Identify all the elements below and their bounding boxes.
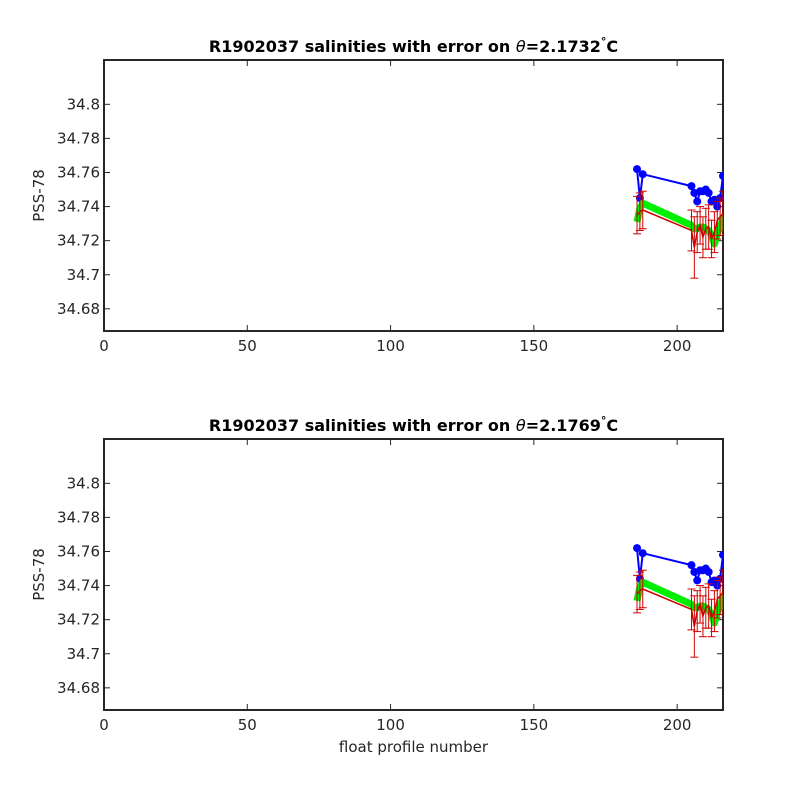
title-theta: θ <box>516 416 526 435</box>
blue-data-point <box>719 171 723 180</box>
green-series-line <box>633 199 723 248</box>
axes-box <box>103 59 724 332</box>
blue-data-point <box>633 544 642 553</box>
title-degree: ° <box>601 35 607 48</box>
title-value: =2.1769 <box>526 416 601 435</box>
x-axis-label: float profile number <box>339 738 489 756</box>
y-tick-label: 34.76 <box>57 542 100 560</box>
blue-data-point <box>693 576 702 585</box>
blue-data-point <box>638 549 647 558</box>
blue-data-point <box>687 561 696 570</box>
x-tick-label: 50 <box>238 716 257 734</box>
title-degree: ° <box>601 414 607 427</box>
chart-title: R1902037 salinities with error on θ=2.17… <box>209 35 618 56</box>
chart-panel-1: 34.68 34.7 34.72 34.74 34.76 34.78 34.8 0 50 100 1… <box>30 35 724 355</box>
x-tick-label: 150 <box>520 337 549 355</box>
blue-data-point <box>704 567 713 576</box>
x-tick-label: 50 <box>238 337 257 355</box>
blue-data-point <box>719 550 723 559</box>
y-tick-label: 34.8 <box>67 95 100 113</box>
y-tick-label: 34.76 <box>57 163 100 181</box>
blue-data-point <box>638 170 647 179</box>
chart-title: R1902037 salinities with error on θ=2.17… <box>209 414 618 435</box>
y-tick-label: 34.78 <box>57 508 100 526</box>
y-tick-label: 34.72 <box>57 611 100 629</box>
chart-panel-2: 34.68 34.7 34.72 34.74 34.76 34.78 34.8 0 50 100 1… <box>30 414 724 756</box>
plot-data <box>633 165 723 279</box>
red-series-line <box>636 588 723 627</box>
y-tick-label: 34.7 <box>67 645 100 663</box>
red-series-line <box>636 209 723 248</box>
x-tick-label: 100 <box>376 716 405 734</box>
blue-data-point <box>693 197 702 206</box>
title-unit: C <box>606 37 618 56</box>
title-prefix: R1902037 salinities with error on <box>209 416 516 435</box>
x-tick-label: 0 <box>99 716 109 734</box>
green-series-line <box>633 578 723 627</box>
title-theta: θ <box>516 37 526 56</box>
blue-data-point <box>721 183 723 189</box>
y-tick-label: 34.68 <box>57 300 100 318</box>
y-axis-label: PSS-78 <box>30 548 48 601</box>
x-tick-label: 200 <box>663 337 692 355</box>
x-tick-label: 200 <box>663 716 692 734</box>
y-tick-label: 34.68 <box>57 679 100 697</box>
y-tick-label: 34.8 <box>67 474 100 492</box>
axes-box <box>103 438 724 711</box>
blue-data-point <box>704 188 713 197</box>
y-tick-label: 34.72 <box>57 232 100 250</box>
y-tick-label: 34.7 <box>67 266 100 284</box>
title-unit: C <box>606 416 618 435</box>
y-tick-label: 34.78 <box>57 129 100 147</box>
blue-data-point <box>687 182 696 191</box>
y-axis-label: PSS-78 <box>30 169 48 222</box>
plot-data <box>633 544 723 658</box>
x-tick-label: 100 <box>376 337 405 355</box>
x-tick-label: 150 <box>520 716 549 734</box>
blue-data-point <box>633 165 642 174</box>
title-value: =2.1732 <box>526 37 601 56</box>
blue-data-point <box>721 562 723 568</box>
y-tick-label: 34.74 <box>57 198 100 216</box>
title-prefix: R1902037 salinities with error on <box>209 37 516 56</box>
x-tick-label: 0 <box>99 337 109 355</box>
y-tick-label: 34.74 <box>57 577 100 595</box>
